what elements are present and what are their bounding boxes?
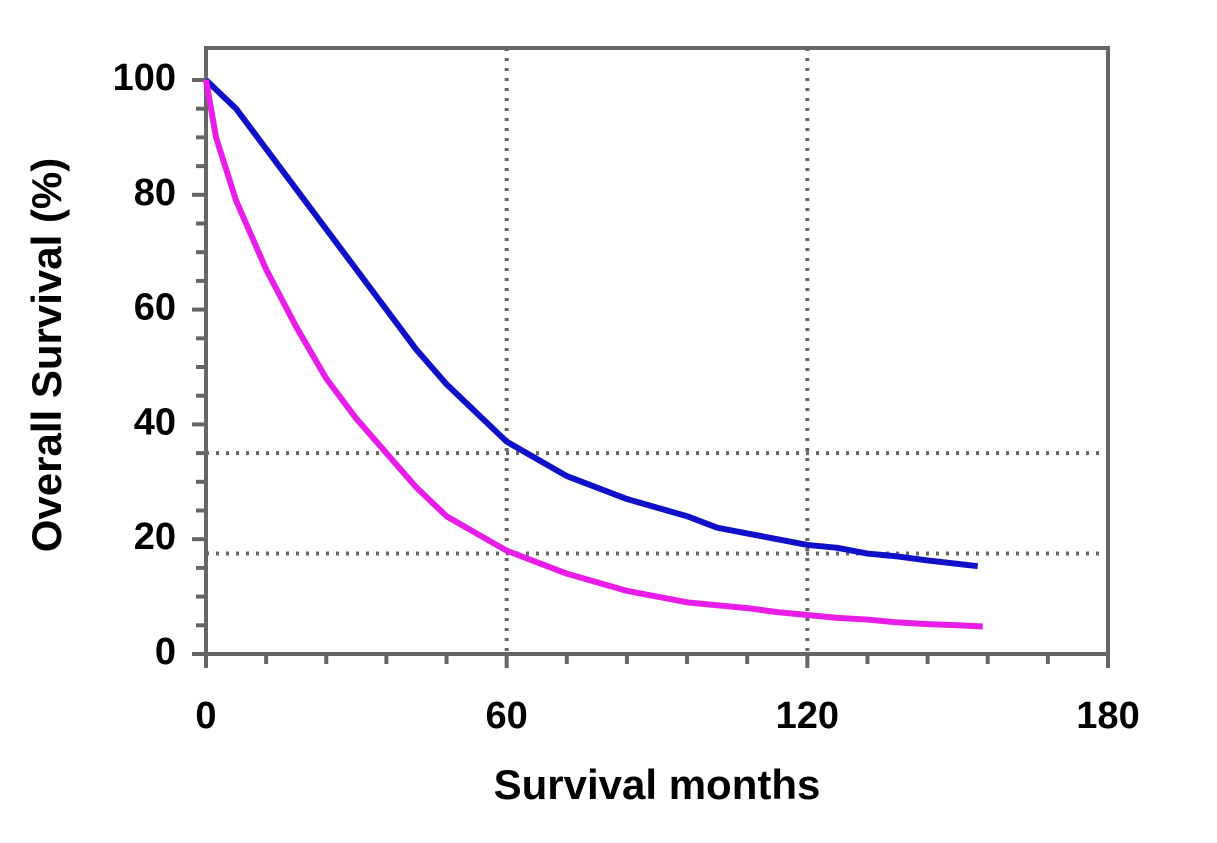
plot-frame [204,46,1110,656]
x-tick-label: 180 [1076,695,1139,737]
survival-curve [203,79,983,630]
x-tick-label: 60 [486,695,528,737]
y-tick-label: 60 [134,287,176,329]
x-tick-label: 0 [195,695,216,737]
y-tick-label: 20 [134,516,176,558]
y-tick-label: 100 [113,57,176,99]
x-axis-label: Survival months [494,761,821,808]
x-tick-label: 120 [776,695,839,737]
y-axis-label: Overall Survival (%) [23,158,70,553]
survival-curve [203,77,979,570]
y-tick-label: 40 [134,401,176,443]
y-tick-label: 0 [155,631,176,673]
y-tick-label: 80 [134,172,176,214]
